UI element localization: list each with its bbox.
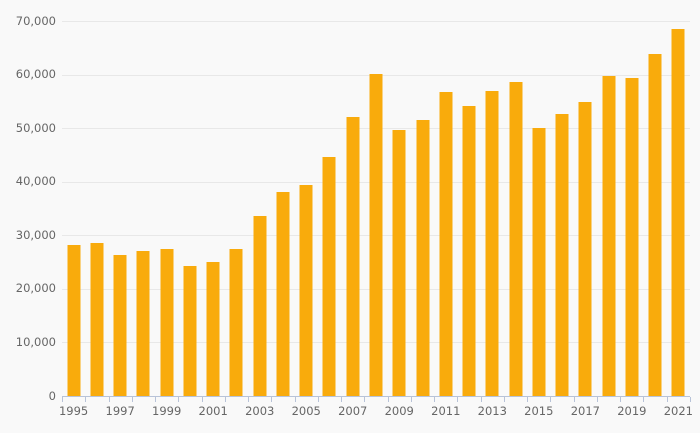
x-tick-label-2017: 2017: [570, 404, 600, 418]
bar-1995[interactable]: [67, 244, 81, 396]
x-tick-label-2001: 2001: [198, 404, 228, 418]
bar-1996[interactable]: [90, 242, 104, 396]
bar-2006[interactable]: [322, 156, 336, 396]
bar-2005[interactable]: [299, 185, 313, 396]
x-tick-label-2003: 2003: [245, 404, 275, 418]
x-tick-label-2007: 2007: [338, 404, 368, 418]
x-tick-mark: [178, 397, 180, 402]
x-tick-label-1999: 1999: [152, 404, 182, 418]
bar-2015[interactable]: [532, 128, 546, 396]
y-tick-label-20000: 20,000: [15, 281, 56, 296]
y-tick-label-30000: 30,000: [15, 227, 56, 242]
bar-2020[interactable]: [648, 53, 662, 396]
x-tick-mark: [131, 397, 133, 402]
bar-2013[interactable]: [485, 91, 499, 396]
x-tick-mark: [457, 397, 459, 402]
bar-2012[interactable]: [462, 105, 476, 396]
bar-2014[interactable]: [509, 81, 523, 396]
bar-2018[interactable]: [602, 75, 616, 396]
bar-2010[interactable]: [416, 119, 430, 396]
x-tick-mark: [643, 397, 645, 402]
x-tick-label-2021: 2021: [663, 404, 693, 418]
x-tick-mark: [387, 397, 389, 402]
bar-2021[interactable]: [671, 28, 685, 396]
x-tick-label-2009: 2009: [384, 404, 414, 418]
bar-2011[interactable]: [439, 92, 453, 396]
x-tick-mark: [596, 397, 598, 402]
x-tick-mark: [248, 397, 250, 402]
x-tick-label-1995: 1995: [58, 404, 89, 418]
x-axis-baseline: [62, 396, 690, 397]
y-tick-label-0: 0: [48, 388, 56, 403]
x-tick-mark: [480, 397, 482, 402]
plot-area: [62, 21, 690, 397]
bar-2017[interactable]: [578, 102, 592, 396]
x-tick-mark: [201, 397, 203, 402]
bar-1997[interactable]: [113, 255, 127, 396]
bar-2019[interactable]: [625, 77, 639, 396]
x-tick-mark: [620, 397, 622, 402]
x-tick-mark: [294, 397, 296, 402]
x-tick-label-2011: 2011: [431, 404, 461, 418]
x-tick-mark: [690, 397, 691, 402]
y-tick-label-60000: 60,000: [15, 66, 56, 81]
x-tick-mark: [573, 397, 575, 402]
x-tick-label-2019: 2019: [617, 404, 647, 418]
bar-2003[interactable]: [253, 216, 267, 396]
x-tick-label-2015: 2015: [524, 404, 554, 418]
x-tick-mark: [434, 397, 436, 402]
x-tick-mark: [341, 397, 343, 402]
x-tick-label-1997: 1997: [105, 404, 135, 418]
x-tick-mark: [364, 397, 366, 402]
y-tick-label-50000: 50,000: [15, 120, 56, 135]
bar-2004[interactable]: [276, 191, 290, 396]
x-tick-label-2013: 2013: [477, 404, 507, 418]
bar-2008[interactable]: [369, 73, 383, 396]
y-tick-label-70000: 70,000: [15, 13, 56, 28]
x-tick-mark: [155, 397, 157, 402]
bar-1999[interactable]: [160, 248, 174, 396]
x-tick-mark: [62, 397, 63, 402]
x-tick-mark: [666, 397, 668, 402]
x-tick-mark: [108, 397, 110, 402]
bar-1998[interactable]: [136, 250, 150, 396]
gridline-70000: [62, 21, 690, 22]
x-tick-label-2005: 2005: [291, 404, 321, 418]
x-tick-mark: [410, 397, 412, 402]
bar-2000[interactable]: [183, 266, 197, 396]
bar-2016[interactable]: [555, 114, 569, 396]
x-tick-mark: [85, 397, 87, 402]
bar-2001[interactable]: [206, 262, 220, 396]
x-tick-mark: [503, 397, 505, 402]
x-tick-mark: [550, 397, 552, 402]
x-axis: 1995 1997 1999 2001 2003 2005 2007 2009 2011 2013…: [58, 396, 693, 433]
y-tick-label-40000: 40,000: [15, 173, 56, 188]
x-tick-mark: [224, 397, 226, 402]
bar-2007[interactable]: [346, 117, 360, 396]
bar-2002[interactable]: [229, 248, 243, 396]
y-tick-label-10000: 10,000: [15, 334, 56, 349]
bar-2009[interactable]: [392, 129, 406, 396]
x-tick-mark: [271, 397, 273, 402]
x-tick-mark: [527, 397, 529, 402]
y-axis: 0 10,000 20,000 30,000 40,000 50,000 60,000 70,…: [0, 15, 56, 401]
x-tick-mark: [317, 397, 319, 402]
